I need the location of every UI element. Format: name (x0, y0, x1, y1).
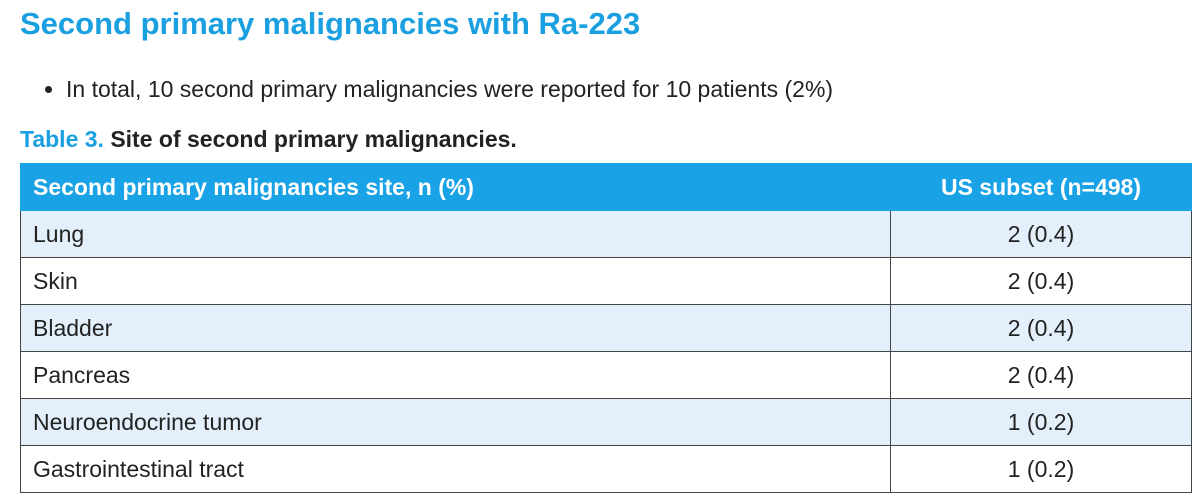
table-cell: Neuroendocrine tumor (20, 398, 891, 446)
table-row: Bladder 2 (0.4) (20, 304, 1192, 352)
table: Second primary malignancies site, n (%) … (20, 163, 1192, 493)
table-cell: 2 (0.4) (890, 210, 1192, 258)
table-row: Pancreas 2 (0.4) (20, 351, 1192, 399)
table-row: Lung 2 (0.4) (20, 210, 1192, 258)
table-cell: 2 (0.4) (890, 257, 1192, 305)
table-cell: Skin (20, 257, 891, 305)
table-cell: 1 (0.2) (890, 398, 1192, 446)
table-cell: Bladder (20, 304, 891, 352)
table-row: Neuroendocrine tumor 1 (0.2) (20, 398, 1192, 446)
header-cell: US subset (n=498) (890, 163, 1192, 211)
table-cell: 2 (0.4) (890, 351, 1192, 399)
caption-label: Table 3. (20, 126, 104, 152)
table-row: Gastrointestinal tract 1 (0.2) (20, 445, 1192, 493)
table-row: Skin 2 (0.4) (20, 257, 1192, 305)
bullet-list: In total, 10 second primary malignancies… (20, 76, 833, 103)
table-cell: Gastrointestinal tract (20, 445, 891, 493)
table-caption: Table 3. Site of second primary malignan… (20, 126, 517, 153)
table-cell: 2 (0.4) (890, 304, 1192, 352)
header-row: Second primary malignancies site, n (%) … (20, 163, 1192, 211)
table-cell: Lung (20, 210, 891, 258)
table-cell: Pancreas (20, 351, 891, 399)
title: Second primary malignancies with Ra-223 (20, 6, 641, 41)
caption-text: Site of second primary malignancies. (110, 126, 517, 152)
header-cell: Second primary malignancies site, n (%) (20, 163, 891, 211)
table-cell: 1 (0.2) (890, 445, 1192, 493)
bullet: In total, 10 second primary malignancies… (66, 76, 833, 103)
